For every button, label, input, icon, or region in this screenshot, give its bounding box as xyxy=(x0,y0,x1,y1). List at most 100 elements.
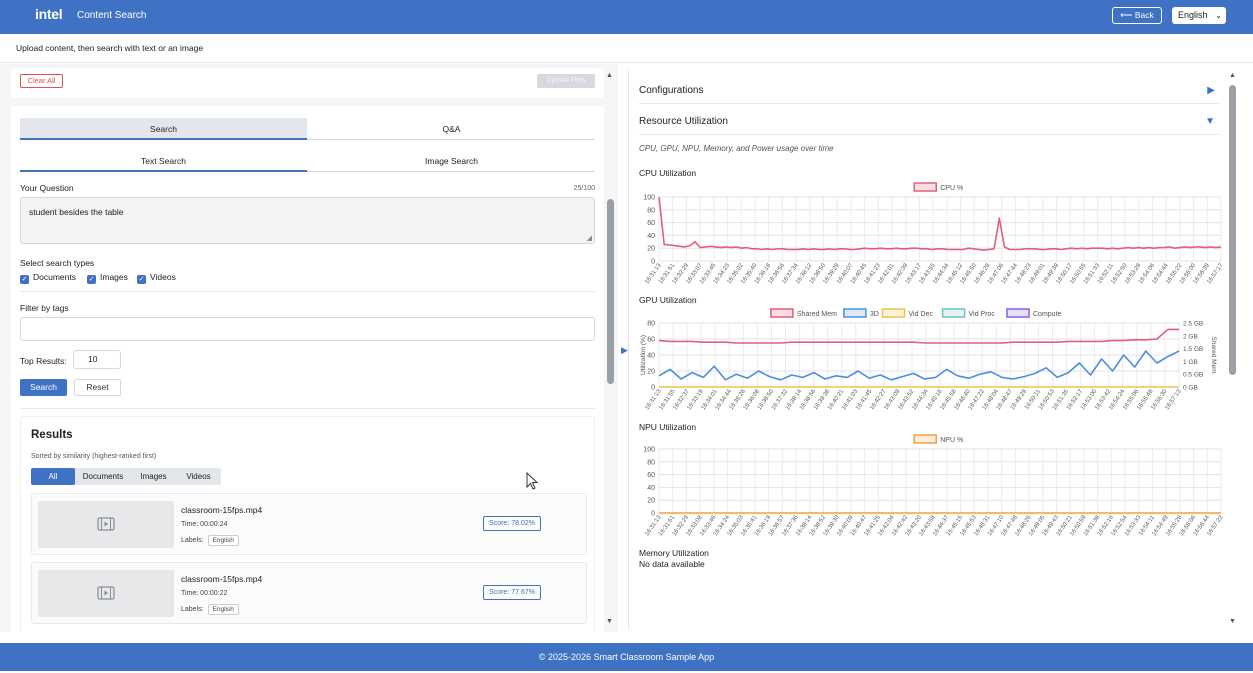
filter-images[interactable]: Images xyxy=(140,472,167,481)
filter-documents[interactable]: Documents xyxy=(82,472,124,481)
y-tick-label: 40 xyxy=(647,353,655,360)
y-tick-label: 80 xyxy=(647,207,655,214)
film-icon xyxy=(97,517,115,531)
result-time: Time: 00:00:22 xyxy=(181,590,228,597)
video-thumbnail[interactable] xyxy=(38,501,174,548)
tab-image-search[interactable]: Image Search xyxy=(425,156,478,166)
scroll-down-icon[interactable]: ▼ xyxy=(606,618,613,625)
reset-button[interactable]: Reset xyxy=(74,379,121,396)
tab-search[interactable]: Search xyxy=(20,118,307,140)
results-title: Results xyxy=(31,429,73,441)
divider xyxy=(20,408,595,409)
resource-description: CPU, GPU, NPU, Memory, and Power usage o… xyxy=(639,144,834,153)
y2-axis-label: Shared Mem xyxy=(1210,336,1217,373)
results-filter-group: All Documents Images Videos xyxy=(31,468,221,485)
gpu-chart-title: GPU Utilization xyxy=(639,295,697,305)
legend-swatch xyxy=(913,182,937,192)
check-icon: ✓ xyxy=(20,275,29,284)
y-tick-label: 100 xyxy=(643,447,655,454)
clear-all-button[interactable]: Clear All xyxy=(20,74,63,88)
label-tag: English xyxy=(207,535,239,546)
intel-logo: intel xyxy=(35,6,63,22)
result-item[interactable]: classroom-15fps.mp4 Time: 00:00:22 Label… xyxy=(31,562,587,624)
memory-no-data: No data available xyxy=(639,559,705,569)
series-line xyxy=(658,328,1179,344)
mode-tabs: Search Q&A xyxy=(20,118,595,140)
upload-card: Clear All Upload Files xyxy=(11,68,604,98)
question-label: Your Question xyxy=(20,183,74,193)
divider xyxy=(20,291,595,292)
filter-all[interactable]: All xyxy=(31,468,75,485)
top-results-label: Top Results: xyxy=(20,356,67,366)
scroll-down-icon[interactable]: ▼ xyxy=(1229,618,1236,625)
cpu-chart-title: CPU Utilization xyxy=(639,168,697,178)
legend-label: CPU % xyxy=(940,185,963,192)
y-tick-label: 100 xyxy=(643,195,655,202)
y-tick-label: 40 xyxy=(647,233,655,240)
legend-swatch xyxy=(881,308,906,318)
score-badge: Score: 77.67% xyxy=(483,585,541,600)
language-select[interactable]: English ⌄ xyxy=(1172,7,1226,24)
y-tick-label: 60 xyxy=(647,337,655,344)
collapse-arrow-icon[interactable]: ▼ xyxy=(1205,116,1215,127)
video-thumbnail[interactable] xyxy=(38,570,174,617)
legend-swatch xyxy=(941,308,966,318)
right-scrollbar[interactable]: ▲ ▼ xyxy=(1228,72,1238,627)
legend-label: NPU % xyxy=(940,437,963,444)
checkbox-label: Videos xyxy=(150,272,176,282)
scrollbar-thumb[interactable] xyxy=(1229,85,1236,375)
tags-input[interactable] xyxy=(20,317,595,341)
top-bar: intel Content Search ⟵ Back English ⌄ xyxy=(0,0,1253,34)
upload-files-button[interactable]: Upload Files xyxy=(537,74,595,88)
scroll-up-icon[interactable]: ▲ xyxy=(606,72,613,79)
check-icon: ✓ xyxy=(87,275,96,284)
legend-swatch xyxy=(843,308,867,318)
legend-label: Vid Dec xyxy=(909,311,934,318)
configurations-title: Configurations xyxy=(639,85,704,96)
checkbox-videos[interactable]: ✓ Videos xyxy=(137,272,176,284)
scrollbar-thumb[interactable] xyxy=(607,199,614,384)
configurations-section[interactable]: Configurations ▶ xyxy=(639,78,1219,104)
y-tick-label: 60 xyxy=(647,220,655,227)
checkbox-label: Documents xyxy=(33,272,76,282)
y-tick-label: 20 xyxy=(647,369,655,376)
labels-caption: Labels: xyxy=(181,537,204,544)
tab-text-search[interactable]: Text Search xyxy=(20,150,307,172)
result-filename: classroom-15fps.mp4 xyxy=(181,574,263,584)
y2-tick-label: 2 GB xyxy=(1183,333,1198,340)
labels-caption: Labels: xyxy=(181,606,204,613)
filter-videos[interactable]: Videos xyxy=(186,472,211,481)
memory-chart-title: Memory Utilization xyxy=(639,548,709,558)
back-button[interactable]: ⟵ Back xyxy=(1112,7,1162,24)
collapse-arrow-icon[interactable]: ▶ xyxy=(621,345,628,355)
resource-title: Resource Utilization xyxy=(639,116,728,127)
expand-arrow-icon[interactable]: ▶ xyxy=(1207,85,1215,96)
page-subtitle: Upload content, then search with text or… xyxy=(0,34,1253,63)
top-results-input[interactable]: 10 xyxy=(73,350,121,369)
y-axis-label: Utilization (%) xyxy=(640,335,647,375)
y-tick-label: 60 xyxy=(647,472,655,479)
legend-label: Compute xyxy=(1033,311,1062,318)
checkbox-images[interactable]: ✓ Images xyxy=(87,272,128,284)
mouse-cursor-icon xyxy=(526,472,538,490)
series-line xyxy=(658,350,1180,381)
results-panel: Results Sorted by similarity (highest-ra… xyxy=(20,416,595,632)
checkbox-documents[interactable]: ✓ Documents xyxy=(20,272,76,284)
question-textarea[interactable]: student besides the table ◢ xyxy=(20,197,595,244)
right-panel: Configurations ▶ Resource Utilization ▼ … xyxy=(634,70,1224,630)
y-tick-label: 80 xyxy=(647,459,655,466)
y2-tick-label: 0 GB xyxy=(1183,385,1198,392)
scroll-up-icon[interactable]: ▲ xyxy=(1229,72,1236,79)
y-tick-label: 0 xyxy=(651,385,655,392)
search-button[interactable]: Search xyxy=(20,379,67,396)
y-tick-label: 20 xyxy=(647,246,655,253)
left-scrollbar[interactable]: ▲ ▼ xyxy=(606,72,614,627)
resize-grip-icon[interactable]: ◢ xyxy=(586,235,592,242)
tab-qa[interactable]: Q&A xyxy=(442,124,461,134)
y2-tick-label: 0.5 GB xyxy=(1183,372,1203,379)
result-item[interactable]: classroom-15fps.mp4 Time: 00:00:24 Label… xyxy=(31,493,587,555)
tags-label: Filter by tags xyxy=(20,303,69,313)
language-value: English xyxy=(1178,10,1208,20)
resource-section[interactable]: Resource Utilization ▼ xyxy=(639,109,1219,135)
y-tick-label: 20 xyxy=(647,498,655,505)
